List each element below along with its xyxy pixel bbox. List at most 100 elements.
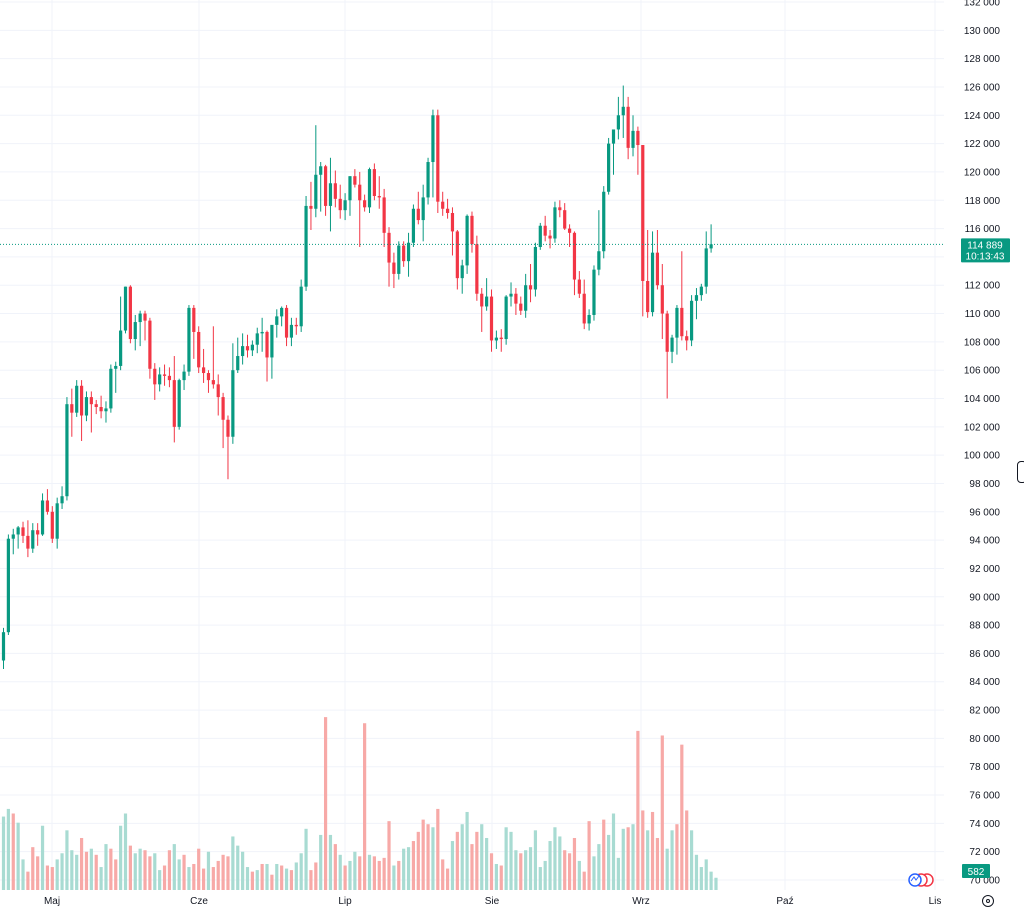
y-tick-label: 106 000 — [964, 366, 1001, 377]
candle-up — [6, 538, 10, 633]
candle-down — [387, 232, 391, 263]
price-scale-handle[interactable] — [1017, 461, 1024, 483]
y-tick-label: 80 000 — [969, 734, 1000, 745]
volume-bar — [670, 830, 674, 890]
volume-bar — [499, 865, 503, 890]
volume-bar — [280, 865, 284, 890]
candle-up — [675, 307, 679, 338]
candle-up — [485, 296, 489, 307]
candle-up — [533, 246, 538, 290]
volume-bar — [367, 854, 372, 890]
candle-down — [455, 231, 459, 279]
volume-bar — [182, 854, 186, 890]
candle-up — [406, 242, 411, 262]
candle-down — [577, 279, 581, 294]
volume-bar — [348, 860, 352, 890]
candle-down — [680, 307, 684, 337]
volume-bar — [641, 810, 645, 890]
candle-up — [538, 225, 542, 247]
y-tick-label: 82 000 — [969, 706, 1000, 717]
candle-up — [421, 197, 425, 221]
y-tick-label: 98 000 — [969, 479, 1000, 490]
candle-up — [367, 169, 372, 208]
candle-up — [84, 397, 89, 416]
candle-down — [441, 201, 445, 209]
volume-bar — [450, 841, 455, 890]
candle-down — [567, 228, 572, 233]
candle-down — [221, 397, 225, 420]
candle-down — [528, 285, 533, 290]
volume-bar — [226, 856, 230, 890]
candle-up — [426, 162, 430, 198]
x-tick-label: Cze — [190, 896, 208, 907]
volume-bar — [94, 854, 98, 890]
candle-down — [94, 404, 98, 408]
volume-bar — [36, 856, 40, 890]
volume-bar — [236, 845, 240, 890]
candle-down — [363, 200, 367, 208]
volume-bar — [309, 870, 313, 890]
x-tick-label: Sie — [485, 896, 500, 907]
volume-bar — [211, 867, 215, 890]
price-axis[interactable]: 70 000 72 000 74 000 76 000 78 000 80 000 82 0… — [964, 0, 1001, 887]
candle-down — [128, 286, 132, 340]
candle-up — [109, 368, 113, 409]
dividends-events-icon[interactable] — [908, 873, 934, 887]
candle-down — [89, 397, 93, 405]
candle-down — [392, 262, 396, 274]
candle-down — [353, 176, 357, 185]
candle-up — [260, 331, 264, 334]
x-tick-label: Lip — [338, 896, 352, 907]
candle-down — [265, 331, 269, 358]
candle-up — [304, 205, 308, 287]
volume-bar — [460, 824, 464, 890]
candle-down — [216, 384, 220, 398]
volume-bar — [611, 813, 616, 890]
volume-bar — [646, 830, 650, 890]
candle-down — [450, 213, 455, 232]
candle-up — [509, 293, 513, 297]
candle-down — [480, 293, 484, 307]
y-tick-label: 72 000 — [969, 847, 1000, 858]
candle-down — [475, 244, 479, 294]
volume-bar — [75, 854, 79, 890]
volume-bar — [255, 870, 259, 890]
candle-down — [445, 208, 450, 214]
volume-bar — [548, 841, 552, 890]
candle-up — [602, 191, 606, 252]
y-tick-label: 94 000 — [969, 536, 1000, 547]
candle-up — [11, 534, 15, 539]
volume-bar — [275, 863, 279, 890]
current-price-badge: 114 889 10:13:43 — [961, 238, 1010, 263]
candle-up — [75, 385, 79, 413]
candle-up — [704, 248, 708, 287]
candle-up — [348, 176, 352, 201]
candle-down — [372, 169, 376, 197]
candle-up — [16, 527, 20, 535]
volume-bar — [377, 860, 381, 890]
volume-bar — [421, 819, 425, 890]
y-tick-label: 128 000 — [964, 54, 1001, 65]
y-tick-label: 90 000 — [969, 592, 1000, 603]
volume-bar — [592, 856, 596, 890]
time-axis[interactable]: Maj Cze Lip Sie Wrz Paź Lis — [44, 896, 941, 907]
candle-up — [138, 313, 142, 323]
y-tick-label: 86 000 — [969, 649, 1000, 660]
candle-up — [1, 632, 6, 661]
volume-bar — [543, 860, 547, 890]
volume-bar — [158, 870, 162, 890]
volume-bar — [621, 828, 625, 890]
volume-bar — [109, 848, 113, 890]
candle-up — [60, 496, 64, 504]
volume-bar — [597, 844, 601, 890]
candle-up — [241, 346, 245, 357]
candle-up — [40, 500, 45, 535]
gear-icon[interactable] — [982, 895, 994, 907]
y-tick-label: 112 000 — [965, 281, 1001, 292]
candle-up — [597, 251, 601, 270]
candle-down — [548, 235, 552, 239]
candle-down — [162, 374, 167, 376]
volume-bar — [582, 871, 586, 890]
